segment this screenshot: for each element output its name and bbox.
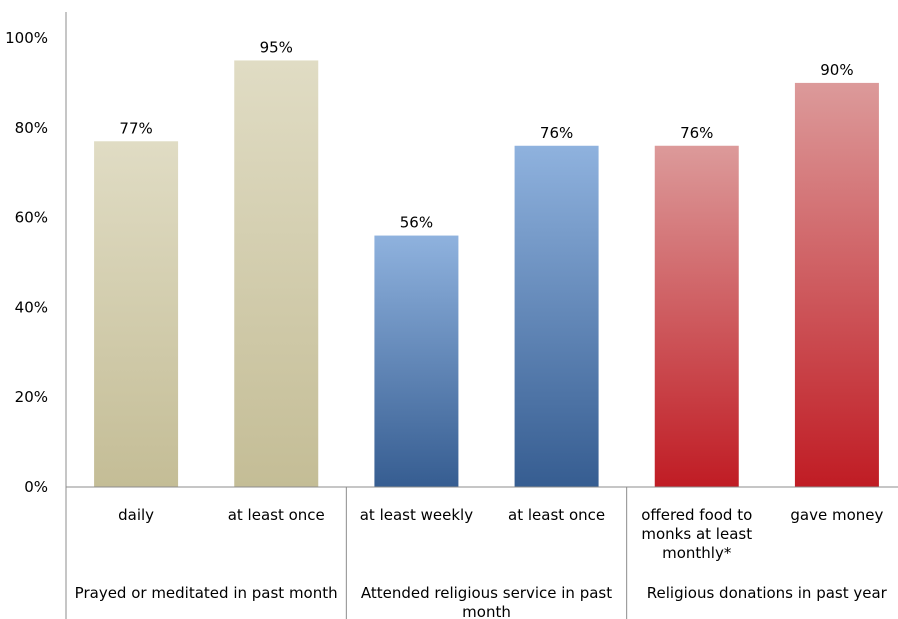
data-label: 95% xyxy=(260,38,293,56)
group-label: Prayed or meditated in past month xyxy=(75,584,338,602)
category-label: at least once xyxy=(228,506,325,524)
category-label: gave money xyxy=(790,506,883,524)
bar xyxy=(234,60,319,487)
group-label: Religious donations in past year xyxy=(647,584,888,602)
x-axis: daily at least once at least weekly at leas… xyxy=(66,486,898,619)
y-tick-label: 20% xyxy=(15,388,48,406)
y-tick-label: 60% xyxy=(15,209,48,227)
bar xyxy=(654,145,739,487)
category-label: offered food to monks at least monthly* xyxy=(641,506,752,562)
bar xyxy=(794,82,879,488)
y-tick-label: 40% xyxy=(15,298,48,316)
data-label: 76% xyxy=(680,124,713,142)
category-label: at least weekly xyxy=(360,506,473,524)
bar xyxy=(94,141,179,487)
bars: 77% 95% 56% 76% 76% 90% xyxy=(94,38,879,488)
y-tick-label: 80% xyxy=(15,119,48,137)
bar xyxy=(374,235,459,487)
category-label: at least once xyxy=(508,506,605,524)
category-label: daily xyxy=(118,506,154,524)
data-label: 56% xyxy=(400,214,433,232)
data-label: 90% xyxy=(820,61,853,79)
y-tick-label: 100% xyxy=(5,29,48,47)
bar xyxy=(514,145,599,487)
group-label: Attended religious service in past month xyxy=(361,584,612,619)
data-label: 77% xyxy=(119,119,152,137)
y-axis: 0% 20% 40% 60% 80% 100% xyxy=(5,12,67,619)
y-tick-label: 0% xyxy=(24,478,48,496)
data-label: 76% xyxy=(540,124,573,142)
